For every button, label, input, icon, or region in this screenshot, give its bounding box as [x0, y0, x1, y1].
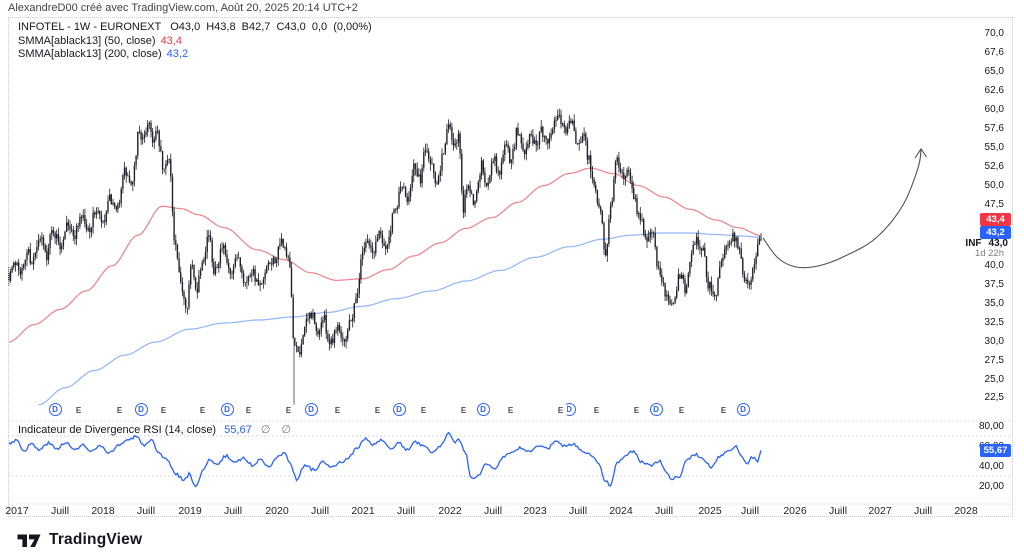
symbol-abbrev: INF: [965, 238, 982, 249]
tradingview-mark-icon: [17, 534, 41, 547]
dividend-marker[interactable]: D: [48, 403, 62, 416]
rsi-legend-row[interactable]: Indicateur de Divergence RSI (14, close)…: [18, 423, 295, 436]
earnings-marker[interactable]: E: [504, 404, 517, 416]
price-axis-label: 70,0: [984, 27, 1004, 39]
price-axis-label: 52,6: [984, 160, 1004, 172]
earnings-marker[interactable]: E: [72, 404, 85, 416]
smma50-legend-row[interactable]: SMMA[ablack13] (50, close) 43,4: [18, 35, 372, 49]
price-axis-label: 60,0: [984, 103, 1004, 115]
dividend-marker[interactable]: D: [134, 403, 148, 416]
rsi-value: 55,67: [224, 424, 252, 436]
projection-arrow[interactable]: [762, 149, 922, 269]
smma50-label: SMMA[ablack13] (50, close): [18, 34, 156, 47]
earnings-marker[interactable]: E: [331, 404, 344, 416]
price-pane[interactable]: [8, 108, 762, 406]
price-axis-label: 57,6: [984, 122, 1004, 134]
main-legend: INFOTEL - 1W - EURONEXT O43,0 H43,8 B42,7…: [18, 21, 372, 62]
candle-wicks: [8, 108, 762, 358]
rsi-axis-label: 20,00: [978, 480, 1004, 492]
rsi-line[interactable]: [8, 431, 762, 488]
rsi-pane[interactable]: [8, 431, 762, 488]
price-axis-label: 25,0: [984, 373, 1004, 385]
price-axis-label: 55,0: [984, 141, 1004, 153]
smma50-value: 43,4: [160, 34, 182, 47]
symbol-title: INFOTEL - 1W - EURONEXT: [18, 21, 162, 33]
smma200-value: 43,2: [166, 48, 189, 60]
rsi-indicator-title: Indicateur de Divergence RSI (14, close): [18, 424, 217, 436]
price-axis-label: 47,5: [984, 198, 1004, 210]
price-axis-label: 30,0: [984, 335, 1004, 347]
smma50-price-badge: 43,4: [980, 213, 1011, 226]
dividend-marker[interactable]: D: [392, 403, 406, 416]
price-axis-label: 32,5: [984, 316, 1004, 328]
dividend-marker[interactable]: D: [649, 403, 663, 416]
projection-arrowhead: [914, 148, 927, 159]
earnings-marker[interactable]: E: [717, 404, 730, 416]
earnings-marker[interactable]: E: [675, 404, 688, 416]
price-axis-label: 40,0: [984, 259, 1004, 271]
tradingview-wordmark: TradingView: [49, 531, 143, 548]
last-price-row: INF 43,0: [950, 238, 1008, 249]
earnings-marker[interactable]: E: [554, 404, 567, 416]
price-axis-label: 37,5: [984, 278, 1004, 290]
price-axis-label: 50,0: [984, 179, 1004, 191]
rsi-value-badge: 55,67: [980, 444, 1011, 457]
price-axis-label: 22,5: [984, 391, 1004, 403]
earnings-marker[interactable]: E: [196, 404, 209, 416]
dividend-marker[interactable]: D: [220, 403, 234, 416]
price-axis-label: 65,0: [984, 65, 1004, 77]
bar-countdown: 1d 22h: [974, 248, 1004, 259]
earnings-marker[interactable]: E: [113, 404, 126, 416]
rsi-axis-label: 40,00: [978, 460, 1004, 472]
smma200-legend-row[interactable]: SMMA[ablack13] (200, close) 43,2: [18, 48, 372, 62]
dividend-marker[interactable]: D: [476, 403, 490, 416]
symbol-legend-row[interactable]: INFOTEL - 1W - EURONEXT O43,0 H43,8 B42,7…: [18, 21, 372, 35]
price-axis-label: 35,0: [984, 297, 1004, 309]
smma200-line[interactable]: [38, 232, 762, 406]
earnings-marker[interactable]: E: [417, 404, 430, 416]
earnings-marker[interactable]: E: [590, 404, 603, 416]
earnings-marker[interactable]: E: [630, 404, 643, 416]
earnings-marker[interactable]: E: [371, 404, 384, 416]
earnings-marker[interactable]: E: [457, 404, 470, 416]
tradingview-logo[interactable]: TradingView: [16, 530, 142, 550]
price-axis-label: 27,5: [984, 354, 1004, 366]
rsi-null-values: ∅ ∅: [260, 424, 295, 436]
smma200-price-badge: 43,2: [980, 226, 1011, 239]
rsi-axis-label: 80,00: [978, 420, 1004, 432]
earnings-marker[interactable]: E: [157, 404, 170, 416]
credit-line: AlexandreD00 créé avec TradingView.com, …: [8, 2, 358, 14]
last-price: 43,0: [988, 238, 1008, 249]
price-scale[interactable]: 70,0 67,6 65,0 62,6 60,0 57,6 55,0 52,6 50,0 47,5…: [958, 0, 1008, 560]
dividend-marker[interactable]: D: [736, 403, 750, 416]
price-axis-label: 67,6: [984, 46, 1004, 58]
earnings-marker[interactable]: E: [242, 404, 255, 416]
price-axis-label: 62,6: [984, 84, 1004, 96]
dividend-marker[interactable]: D: [304, 403, 318, 416]
smma50-line[interactable]: [8, 167, 762, 343]
smma200-label: SMMA[ablack13] (200, close): [18, 48, 162, 60]
earnings-marker[interactable]: E: [282, 404, 295, 416]
ohlc-values: O43,0 H43,8 B42,7 C43,0 0,0 (0,00%): [170, 21, 372, 33]
